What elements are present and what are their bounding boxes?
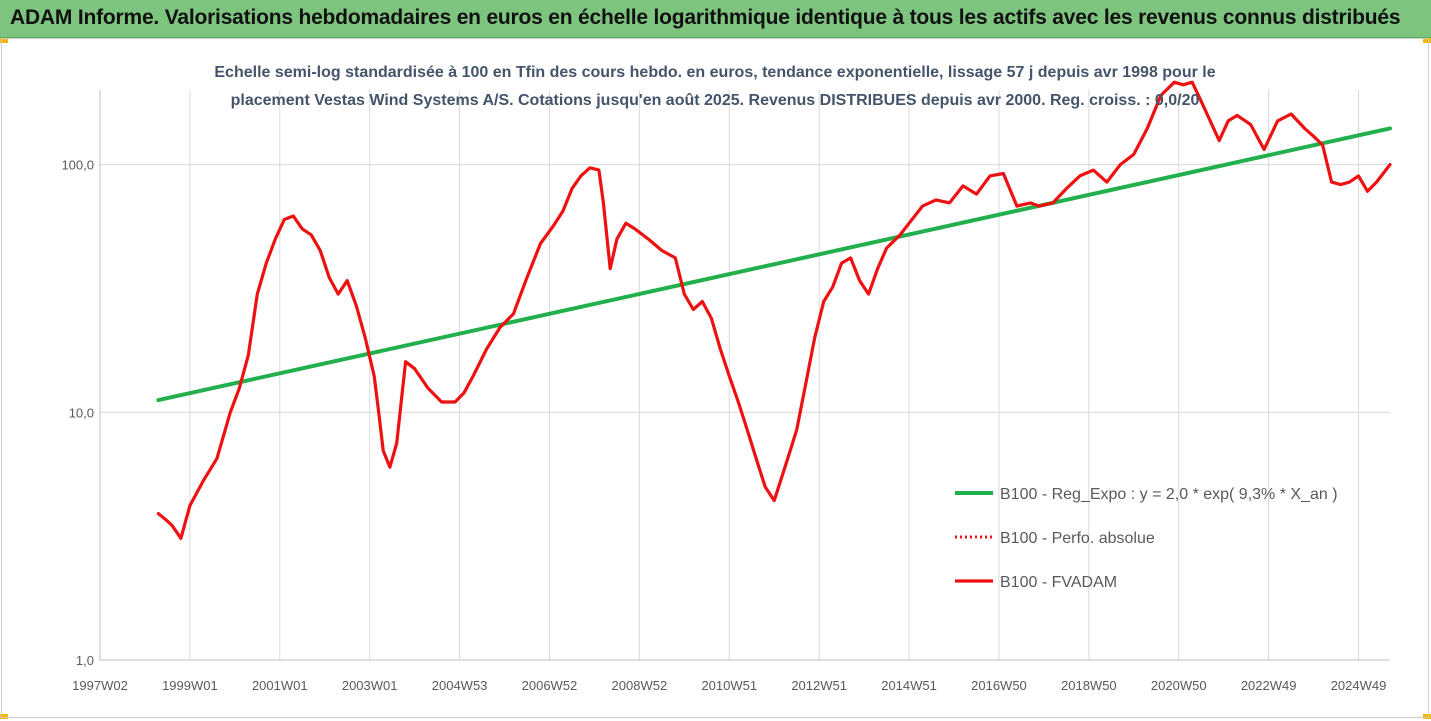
y-tick-label: 100,0 xyxy=(61,158,94,173)
corner-marker xyxy=(1423,38,1431,43)
chart-frame xyxy=(1,38,1429,718)
x-tick-label: 2022W49 xyxy=(1241,678,1297,693)
chart-subtitle-line-1: Echelle semi-log standardisée à 100 en T… xyxy=(214,64,1216,81)
header-bar: ADAM Informe. Valorisations hebdomadaire… xyxy=(0,0,1431,38)
x-tick-label: 2020W50 xyxy=(1151,678,1207,693)
x-tick-label: 2014W51 xyxy=(881,678,937,693)
legend-label: B100 - FVADAM xyxy=(1000,574,1117,591)
grid-layer xyxy=(99,90,1390,661)
x-tick-label: 2024W49 xyxy=(1331,678,1387,693)
x-tick-label: 2010W51 xyxy=(701,678,757,693)
corner-marker xyxy=(1423,714,1431,719)
x-tick-label: 1997W02 xyxy=(72,678,128,693)
x-tick-label: 2003W01 xyxy=(342,678,398,693)
x-tick-label: 2018W50 xyxy=(1061,678,1117,693)
legend: B100 - Reg_Expo : y = 2,0 * exp( 9,3% * … xyxy=(955,486,1338,591)
series-layer xyxy=(156,80,1392,540)
x-tick-label: 2012W51 xyxy=(791,678,847,693)
x-tick-label: 2001W01 xyxy=(252,678,308,693)
corner-marker xyxy=(0,38,8,43)
x-tick-label: 2016W50 xyxy=(971,678,1027,693)
chart-subtitle-line-2: placement Vestas Wind Systems A/S. Cotat… xyxy=(230,92,1200,109)
series-line-2 xyxy=(156,80,1392,540)
legend-label: B100 - Perfo. absolue xyxy=(1000,530,1155,547)
page-title: ADAM Informe. Valorisations hebdomadaire… xyxy=(10,6,1401,29)
x-tick-label: 2006W52 xyxy=(522,678,578,693)
x-tick-label: 2008W52 xyxy=(612,678,668,693)
x-tick-label: 1999W01 xyxy=(162,678,218,693)
series-line-0 xyxy=(156,126,1392,403)
corner-marker xyxy=(0,714,8,719)
legend-label: B100 - Reg_Expo : y = 2,0 * exp( 9,3% * … xyxy=(1000,486,1338,503)
y-tick-label: 1,0 xyxy=(76,653,94,668)
axis-layer: 1,0 10,0 100,0 1997W02 1999W01 2001W01 2003W01… xyxy=(61,90,1390,693)
y-tick-label: 10,0 xyxy=(69,405,94,420)
x-tick-label: 2004W53 xyxy=(432,678,488,693)
